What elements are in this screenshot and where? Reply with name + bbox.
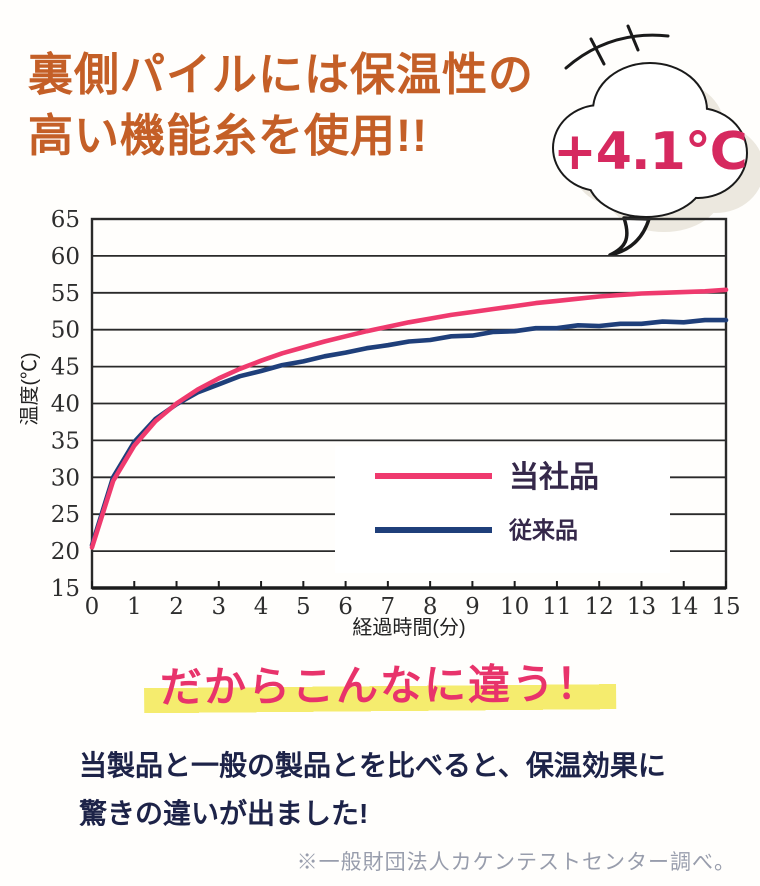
svg-text:6: 6 (338, 594, 353, 620)
svg-text:0: 0 (85, 594, 100, 620)
tagline-text: だからこんなに違う！ (143, 649, 617, 716)
svg-text:15: 15 (51, 576, 80, 602)
svg-text:4: 4 (254, 594, 269, 620)
legend-label-series1: 当社品 (509, 461, 599, 494)
page-title: 裏側パイルには保温性の 高い機能糸を使用!! (28, 44, 588, 166)
svg-text:35: 35 (51, 428, 80, 454)
svg-text:8: 8 (423, 594, 438, 620)
svg-text:14: 14 (669, 594, 698, 620)
svg-text:2: 2 (169, 594, 184, 620)
svg-text:10: 10 (500, 594, 529, 620)
sparkle-icon (564, 24, 670, 70)
svg-text:25: 25 (51, 502, 80, 528)
footnote: ※一般財団法人カケンテストセンター調べ。 (296, 851, 736, 874)
svg-text:1: 1 (127, 594, 142, 620)
svg-text:40: 40 (51, 392, 80, 418)
svg-text:20: 20 (51, 539, 80, 565)
cloud-bubble-icon: +4.1℃ (552, 62, 760, 257)
bubble-value: +4.1℃ (553, 122, 747, 182)
series-lines (89, 287, 729, 550)
x-axis-title: 経過時間(分) (352, 616, 465, 639)
page-title-line1: 裏側パイルには保温性の (28, 49, 535, 100)
y-axis-labels: 15 20 25 30 35 40 45 50 55 60 65 (51, 207, 80, 602)
chart-legend: 当社品 従来品 (335, 446, 670, 573)
svg-text:55: 55 (51, 281, 80, 307)
sparkle-marks (562, 22, 674, 78)
chart-frame (90, 217, 728, 590)
svg-text:30: 30 (51, 465, 80, 491)
page-title-line2: 高い機能糸を使用!! (28, 110, 428, 162)
y-axis-title: 温度(℃) (20, 352, 41, 425)
svg-text:15: 15 (711, 594, 740, 620)
body-copy-line2: 驚きの違いが出ました! (79, 797, 369, 829)
svg-text:13: 13 (627, 594, 656, 620)
svg-text:60: 60 (51, 244, 80, 270)
svg-text:50: 50 (51, 318, 80, 344)
x-axis-ticks (91, 581, 727, 588)
tagline: だからこんなに違う！ (0, 649, 760, 716)
svg-text:11: 11 (542, 594, 571, 620)
body-copy: 当製品と一般の製品とを比べると、保温効果に 驚きの違いが出ました! (79, 742, 719, 837)
body-copy-line1: 当製品と一般の製品とを比べると、保温効果に (79, 750, 666, 781)
svg-text:9: 9 (465, 594, 480, 620)
svg-text:65: 65 (51, 207, 80, 233)
svg-text:45: 45 (51, 355, 80, 381)
temperature-bubble: +4.1℃ (538, 38, 760, 257)
svg-text:7: 7 (381, 594, 396, 620)
svg-text:3: 3 (211, 594, 226, 620)
legend-label-series2: 従来品 (508, 517, 578, 543)
temperature-chart: 15 20 25 30 35 40 45 50 55 60 65 0 1 2 3 4 5 6 7 8 9 10 11 12 1… (20, 193, 740, 651)
x-axis-labels: 0 1 2 3 4 5 6 7 8 9 10 11 12 13 14 15 (85, 594, 740, 620)
svg-text:12: 12 (585, 594, 614, 620)
svg-text:5: 5 (296, 594, 311, 620)
